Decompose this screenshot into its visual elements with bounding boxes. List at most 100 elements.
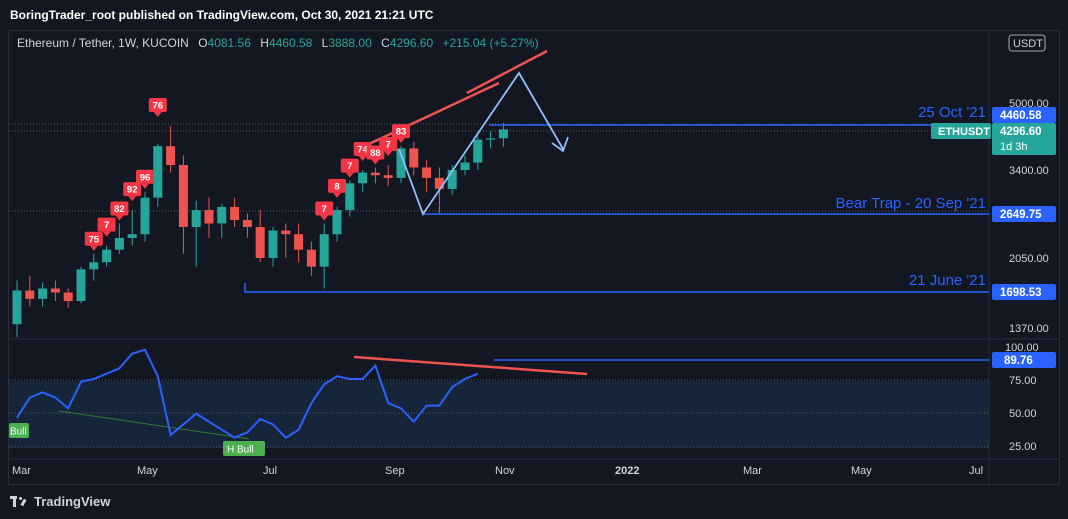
candle-body	[76, 269, 86, 302]
candle-body	[332, 210, 342, 235]
candle-body	[460, 162, 470, 171]
candle-body	[38, 288, 48, 299]
tradingview-logo-icon	[10, 495, 28, 508]
candle-body	[319, 234, 329, 267]
signal-label: 7	[322, 204, 327, 215]
projection-path[interactable]	[398, 71, 564, 216]
change-value: +215.04 (+5.27%)	[443, 36, 539, 50]
candle-body	[63, 292, 73, 302]
tradingview-brand[interactable]: TradingView	[10, 494, 110, 509]
osc-tick-label: 25.00	[1009, 441, 1037, 453]
osc-red-trend-line[interactable]	[353, 355, 588, 376]
osc-tick-label: 50.00	[1009, 408, 1037, 420]
x-tick-label: 2022	[615, 465, 639, 477]
x-tick-label: Jul	[969, 465, 983, 477]
candle-body	[191, 210, 201, 227]
currency-badge[interactable]	[1008, 34, 1046, 52]
candle-body	[396, 148, 406, 178]
candle-body	[447, 170, 457, 189]
signal-marker: 7	[379, 136, 398, 156]
signal-label: 8	[334, 181, 339, 192]
projection-arrowhead	[551, 136, 569, 153]
ethusdt-label	[931, 123, 991, 139]
candle-body	[230, 206, 240, 221]
oscillator-zone	[9, 381, 989, 448]
price-tag-4460-text: 4460.58	[1000, 110, 1042, 122]
currency-badge-text: USDT	[1013, 38, 1043, 50]
signal-marker: 75	[84, 231, 103, 251]
signal-marker: 8	[328, 178, 346, 198]
y-tick-label: 3400.00	[1009, 165, 1049, 177]
candle-body	[255, 226, 265, 258]
hbull-label-text: H Bull	[227, 445, 254, 456]
close-value: 4296.60	[390, 36, 434, 50]
price-tag-1698-text: 1698.53	[1000, 287, 1042, 299]
candle-body	[486, 138, 496, 140]
candle-body	[50, 288, 60, 293]
candle-body	[166, 146, 176, 165]
open-label: O	[198, 36, 207, 50]
top-bar: BoringTrader_root published on TradingVi…	[0, 0, 1068, 30]
signal-label: 92	[127, 185, 138, 196]
signal-label: 88	[370, 148, 381, 159]
hbull-label	[223, 441, 265, 456]
red-trend-line-1[interactable]	[353, 81, 500, 153]
candle-body	[370, 172, 380, 176]
candles-group	[12, 122, 508, 338]
osc-value-tag	[992, 352, 1056, 368]
candle-body	[140, 197, 150, 235]
x-tick-label: May	[137, 465, 158, 477]
countdown-text: 1d 3h	[1000, 141, 1028, 153]
candle-body	[217, 206, 227, 224]
oscillator-axis[interactable]: 100.00 75.00 50.00 25.00	[1005, 342, 1039, 453]
open-value: 4081.56	[208, 36, 252, 50]
bull-divergence-line	[58, 410, 250, 440]
signal-marker: 96	[136, 169, 154, 189]
candle-body	[409, 148, 419, 168]
signal-marker: 92	[123, 182, 142, 202]
candle-body	[422, 167, 432, 178]
symbol-name: Ethereum / Tether, 1W, KUCOIN	[17, 36, 189, 50]
price-tag-current	[992, 123, 1056, 155]
osc-tick-label: 100.00	[1005, 342, 1039, 354]
y-tick-label: 1370.00	[1009, 323, 1049, 335]
x-tick-label: Mar	[743, 465, 762, 477]
x-tick-label: Mar	[12, 465, 31, 477]
low-label: L	[322, 36, 329, 50]
candle-body	[204, 210, 214, 224]
signal-label: 74	[357, 145, 368, 156]
red-trend-line-2[interactable]	[466, 49, 548, 95]
candle-body	[358, 172, 368, 184]
candle-body	[153, 146, 163, 198]
candle-body	[114, 237, 124, 250]
x-tick-label: Sep	[385, 465, 405, 477]
candle-body	[345, 183, 355, 211]
candle-body	[242, 220, 252, 227]
annotation-bear-trap: Bear Trap - 20 Sep '21	[836, 195, 986, 212]
x-tick-label: Nov	[495, 465, 515, 477]
current-price-text: 4296.60	[1000, 126, 1042, 138]
price-tag-1698	[992, 284, 1056, 300]
signal-label: 7	[347, 161, 352, 172]
signal-marker: 7	[97, 217, 116, 237]
time-axis[interactable]: Mar May Jul Sep Nov 2022 Mar May Jul	[12, 465, 983, 477]
osc-tick-label: 75.00	[1009, 375, 1037, 387]
high-value: 4460.58	[269, 36, 313, 50]
high-label: H	[260, 36, 269, 50]
candle-body	[127, 234, 137, 238]
x-tick-label: May	[851, 465, 872, 477]
bull-label-left-text: Bull	[10, 427, 27, 438]
signal-label: 96	[140, 172, 151, 183]
chart-panel[interactable]: 75 7 82 92 96 76 7 8 7 74 88 7 83 25 Oct '21 Bear Tr…	[8, 30, 1060, 485]
signal-marker: 82	[110, 201, 129, 221]
signal-marker: 76	[148, 97, 167, 117]
osc-value-text: 89.76	[1004, 355, 1033, 367]
publisher-line: BoringTrader_root published on TradingVi…	[10, 8, 434, 22]
candle-body	[294, 234, 304, 250]
candle-body	[498, 129, 508, 139]
signal-label: 83	[396, 127, 407, 138]
signal-label: 82	[114, 204, 125, 215]
price-tag-2649	[992, 206, 1056, 222]
